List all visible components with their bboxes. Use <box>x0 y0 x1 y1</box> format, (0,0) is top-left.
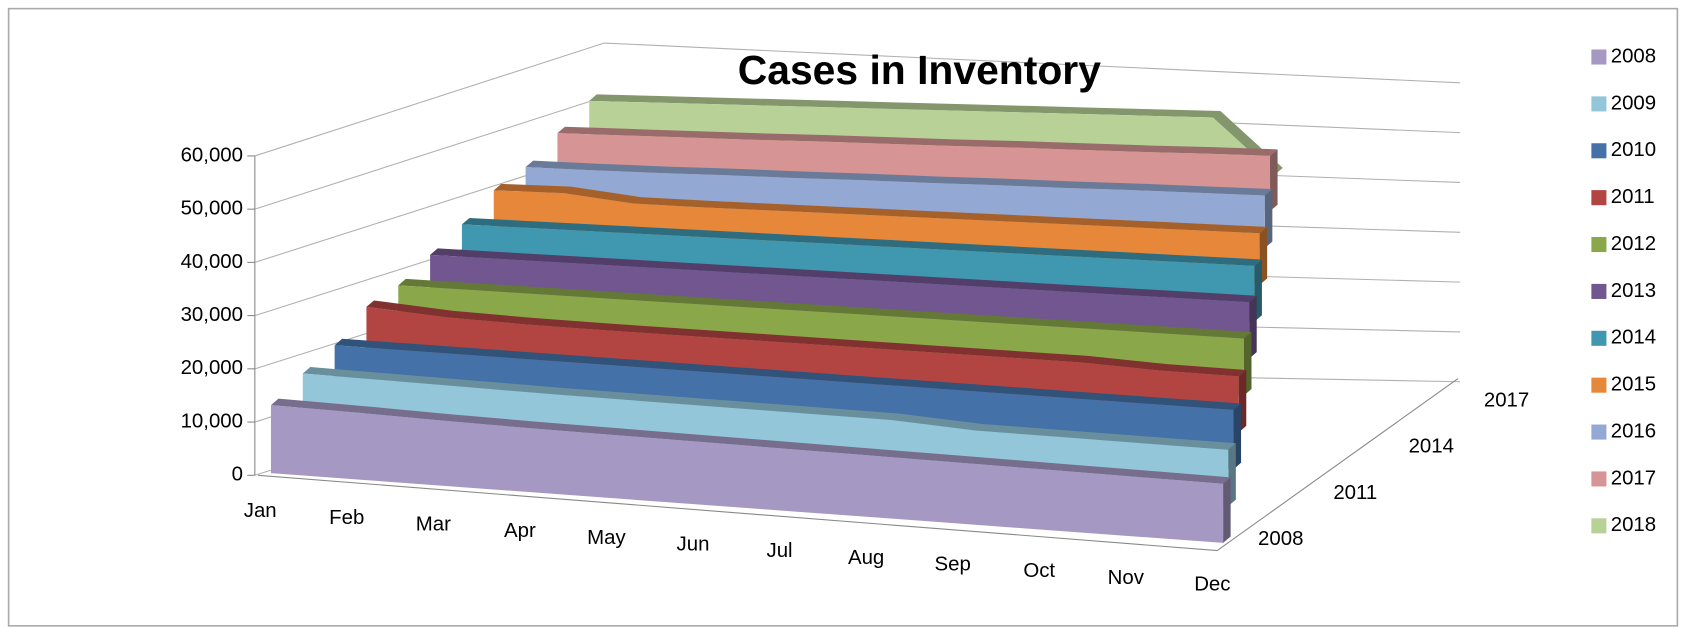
legend-label: 2010 <box>1611 139 1656 161</box>
y-tick-label: 50,000 <box>181 198 243 220</box>
legend-label: 2018 <box>1611 514 1656 536</box>
depth-axis <box>1216 378 1459 551</box>
legend-label: 2009 <box>1611 92 1656 114</box>
legend-swatch <box>1591 518 1607 534</box>
x-tick-label: Oct <box>1023 560 1055 582</box>
x-tick-label: Nov <box>1108 567 1145 589</box>
ribbon-top <box>557 126 1278 156</box>
legend-swatch <box>1591 424 1607 440</box>
ribbon-top <box>302 366 1236 450</box>
y-tick-label: 20,000 <box>181 357 243 379</box>
depth-tick-label: 2014 <box>1409 436 1454 458</box>
y-tick-label: 0 <box>232 464 243 486</box>
depth-tick-label: 2011 <box>1333 482 1377 504</box>
ribbon-top <box>461 217 1262 266</box>
legend-label: 2017 <box>1611 467 1656 489</box>
legend-swatch <box>1591 143 1607 159</box>
x-tick-label: Apr <box>504 520 536 542</box>
x-tick-label: May <box>587 527 626 549</box>
legend-swatch <box>1591 190 1607 206</box>
x-tick-label: Aug <box>848 547 884 569</box>
legend-swatch <box>1591 237 1607 253</box>
x-axis <box>258 474 1218 552</box>
x-tick-label: Mar <box>416 514 451 536</box>
legend-label: 2008 <box>1611 45 1656 67</box>
x-tick-label: Jul <box>767 540 793 562</box>
grid-line <box>254 42 1461 157</box>
ribbon-top <box>430 248 1257 303</box>
legend-label: 2013 <box>1611 280 1656 302</box>
area-ribbon <box>270 405 1224 543</box>
y-tick-label: 40,000 <box>181 251 243 273</box>
legend-label: 2012 <box>1611 233 1656 255</box>
ribbon-top <box>589 94 1283 175</box>
ribbons <box>270 94 1283 543</box>
x-tick-label: Sep <box>935 554 971 576</box>
legend-swatch <box>1591 471 1607 487</box>
labels: 0 10,000 20,000 30,000 40,000 50,000 60,000 Jan… <box>181 45 1657 595</box>
depth-tick-label: 2017 <box>1484 389 1529 411</box>
x-tick-label: Dec <box>1194 574 1230 596</box>
x-tick-label: Jun <box>677 534 710 556</box>
legend-swatch <box>1591 377 1607 393</box>
chart-title: Cases in Inventory <box>738 47 1101 93</box>
ribbon-end <box>1223 477 1231 543</box>
y-tick-label: 10,000 <box>181 410 243 432</box>
legend-label: 2016 <box>1611 420 1656 442</box>
ribbon-top <box>366 300 1247 377</box>
ribbon-top <box>270 398 1231 484</box>
legend-label: 2015 <box>1611 374 1656 396</box>
legend-swatch <box>1591 96 1607 112</box>
ribbon-top <box>334 338 1242 410</box>
x-tick-label: Jan <box>244 500 277 522</box>
legend-swatch <box>1591 49 1607 65</box>
legend-label: 2014 <box>1611 327 1656 349</box>
x-tick-label: Feb <box>329 507 364 529</box>
ribbon-top <box>493 183 1268 234</box>
legend-swatch <box>1591 330 1607 346</box>
legend-swatch <box>1591 283 1607 299</box>
ribbon-top <box>398 278 1252 339</box>
y-tick-label: 60,000 <box>181 144 243 166</box>
y-tick-label: 30,000 <box>181 304 243 326</box>
ribbon-top <box>525 160 1273 196</box>
depth-tick-label: 2008 <box>1258 528 1303 550</box>
legend-label: 2011 <box>1611 186 1655 208</box>
